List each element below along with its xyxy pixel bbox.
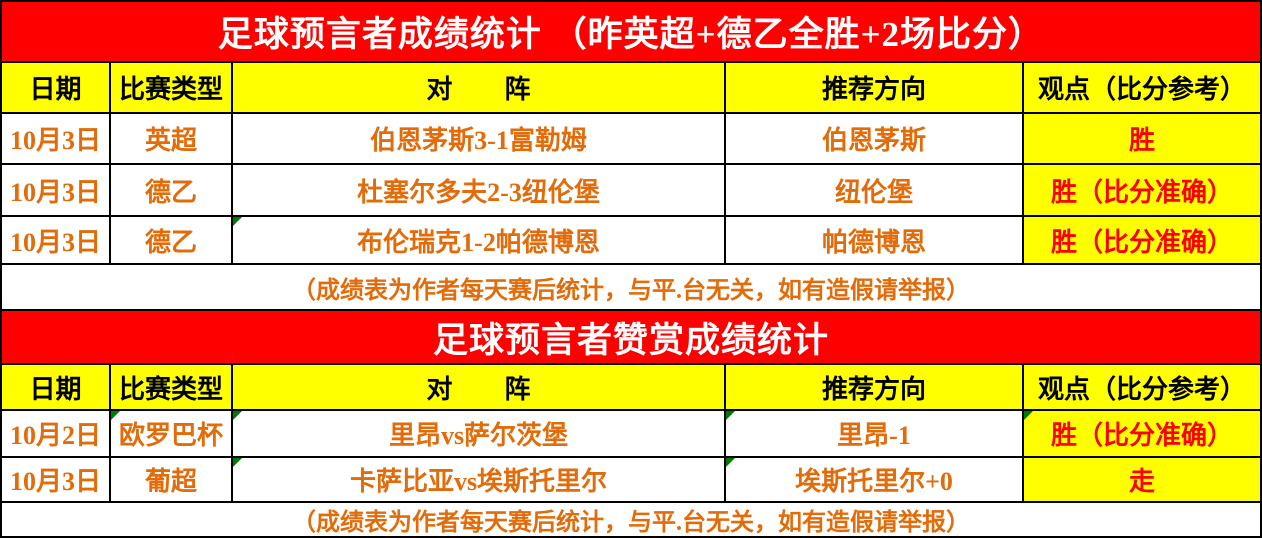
column-header-view: 观点（比分参考） [1024,63,1260,112]
cell-recommendation: 纽伦堡 [726,165,1024,215]
section-1-disclaimer: （成绩表为作者每天赛后统计，与平.台无关，如有造假请举报） [2,265,1260,311]
cell-match-type: 欧罗巴杯 [111,411,233,456]
cell-recommendation: 埃斯托里尔+0 [726,458,1024,501]
cell-match-type: 英超 [111,114,233,163]
column-header-match-type: 比赛类型 [111,365,233,409]
table-row: 10月3日 德乙 布伦瑞克1-2帕德博恩 帕德博恩 胜（比分准确） [2,217,1260,265]
cell-fixture: 布伦瑞克1-2帕德博恩 [233,217,726,263]
column-header-date: 日期 [2,63,111,112]
cell-date: 10月3日 [2,217,111,263]
column-header-fixture: 对 阵 [233,63,726,112]
column-header-date: 日期 [2,365,111,409]
cell-date: 10月3日 [2,114,111,163]
cell-fixture: 杜塞尔多夫2-3纽伦堡 [233,165,726,215]
cell-match-type: 葡超 [111,458,233,501]
table-row: 10月2日 欧罗巴杯 里昂vs萨尔茨堡 里昂-1 胜（比分准确） [2,411,1260,458]
column-header-view: 观点（比分参考） [1024,365,1260,409]
cell-recommendation: 里昂-1 [726,411,1024,456]
table-row: 10月3日 德乙 杜塞尔多夫2-3纽伦堡 纽伦堡 胜（比分准确） [2,165,1260,217]
cell-date: 10月3日 [2,458,111,501]
table-row: 10月3日 英超 伯恩茅斯3-1富勒姆 伯恩茅斯 胜 [2,114,1260,165]
section-2-header-row: 日期 比赛类型 对 阵 推荐方向 观点（比分参考） [2,365,1260,411]
cell-fixture: 里昂vs萨尔茨堡 [233,411,726,456]
cell-date: 10月3日 [2,165,111,215]
section-1-title: 足球预言者成绩统计 （昨英超+德乙全胜+2场比分） [2,2,1260,63]
cell-recommendation: 帕德博恩 [726,217,1024,263]
column-header-recommendation: 推荐方向 [726,63,1024,112]
section-1-header-row: 日期 比赛类型 对 阵 推荐方向 观点（比分参考） [2,63,1260,114]
cell-recommendation: 伯恩茅斯 [726,114,1024,163]
section-2-title: 足球预言者赞赏成绩统计 [2,311,1260,365]
cell-date: 10月2日 [2,411,111,456]
cell-result: 胜（比分准确） [1024,411,1260,456]
cell-fixture: 伯恩茅斯3-1富勒姆 [233,114,726,163]
section-2-disclaimer: （成绩表为作者每天赛后统计，与平.台无关，如有造假请举报） [2,503,1260,536]
column-header-fixture: 对 阵 [233,365,726,409]
cell-result: 胜 [1024,114,1260,163]
table-row: 10月3日 葡超 卡萨比亚vs埃斯托里尔 埃斯托里尔+0 走 [2,458,1260,503]
column-header-recommendation: 推荐方向 [726,365,1024,409]
cell-match-type: 德乙 [111,217,233,263]
column-header-match-type: 比赛类型 [111,63,233,112]
cell-result: 胜（比分准确） [1024,217,1260,263]
cell-result: 胜（比分准确） [1024,165,1260,215]
cell-match-type: 德乙 [111,165,233,215]
cell-result: 走 [1024,458,1260,501]
cell-fixture: 卡萨比亚vs埃斯托里尔 [233,458,726,501]
